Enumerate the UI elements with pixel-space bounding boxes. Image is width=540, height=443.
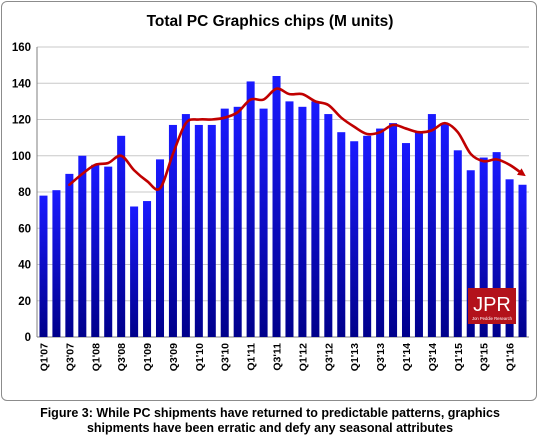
bar — [363, 135, 372, 337]
bar — [324, 114, 333, 337]
x-tick-label: Q1'11 — [246, 343, 258, 371]
x-tick-label: Q1'15 — [453, 343, 465, 371]
jpr-logo: JPR Jon Peddie Research — [468, 288, 516, 324]
caption-line-1: Figure 3: While PC shipments have return… — [40, 406, 500, 420]
bar — [194, 124, 203, 337]
x-tick-label: Q3'15 — [479, 343, 491, 371]
x-tick-label: Q1'08 — [90, 343, 102, 371]
bar — [492, 152, 501, 337]
bar — [350, 141, 359, 337]
bar — [65, 173, 74, 337]
bar — [39, 195, 48, 337]
bar — [52, 190, 61, 337]
jpr-logo-subtext: Jon Peddie Research — [472, 316, 513, 321]
bar — [130, 206, 139, 337]
x-tick-label: Q1'10 — [194, 343, 206, 371]
x-tick-label: Q3'10 — [220, 343, 232, 371]
bar — [285, 101, 294, 337]
x-tick-label: Q3'11 — [272, 343, 284, 371]
x-tick-label: Q1'07 — [38, 343, 50, 371]
caption-line-2: shipments have been erratic and defy any… — [86, 421, 454, 435]
y-tick-label: 0 — [25, 332, 31, 344]
bar — [233, 106, 242, 337]
y-tick-label: 80 — [18, 187, 31, 199]
figure-caption: Figure 3: While PC shipments have return… — [0, 406, 540, 436]
x-tick-label: Q3'07 — [64, 343, 76, 371]
y-tick-label: 160 — [12, 42, 31, 54]
bar — [414, 132, 423, 337]
bar — [246, 81, 255, 337]
bar — [168, 124, 177, 337]
bar — [337, 132, 346, 337]
y-tick-label: 100 — [12, 151, 31, 163]
x-tick-label: Q1'12 — [297, 343, 309, 371]
bar — [155, 159, 165, 337]
bar — [298, 106, 307, 337]
bar — [505, 179, 514, 337]
bar — [117, 135, 126, 337]
bar — [453, 150, 462, 337]
chart-frame: Total PC Graphics chips (M units) 0 20 40 6… — [1, 1, 537, 401]
x-tick-label: Q3'08 — [116, 343, 128, 371]
x-tick-label: Q3'13 — [375, 343, 387, 371]
bar — [440, 123, 449, 337]
chart-svg: Total PC Graphics chips (M units) 0 20 40 6… — [12, 13, 529, 371]
x-tick-label: Q1'13 — [349, 343, 361, 371]
bar — [78, 155, 87, 337]
y-tick-label: 40 — [18, 260, 31, 272]
bar — [104, 166, 113, 337]
x-tick-label: Q1'09 — [142, 343, 154, 371]
bar — [91, 164, 100, 337]
x-tick-label: Q1'14 — [401, 343, 413, 371]
bar — [479, 157, 488, 337]
bar — [143, 201, 152, 337]
trend-line — [68, 87, 526, 191]
bar — [220, 108, 229, 337]
bar — [518, 184, 527, 337]
bar — [466, 170, 475, 337]
y-tick-label: 120 — [12, 115, 31, 127]
x-tick-label: Q1'16 — [505, 343, 517, 371]
bar — [389, 123, 398, 337]
y-tick-label: 140 — [12, 78, 31, 90]
y-tick-label: 20 — [18, 296, 31, 308]
bar — [311, 101, 320, 337]
bar — [207, 124, 216, 337]
bar — [427, 114, 436, 337]
bar — [401, 143, 411, 337]
bar — [181, 114, 190, 337]
y-tick-label: 60 — [18, 223, 31, 235]
x-tick-label: Q3'14 — [427, 343, 439, 371]
bar — [259, 108, 268, 337]
jpr-logo-background — [468, 288, 516, 324]
jpr-logo-text: JPR — [473, 294, 511, 316]
chart-title: Total PC Graphics chips (M units) — [147, 13, 394, 30]
x-tick-label: Q3'12 — [323, 343, 335, 371]
bar — [272, 76, 281, 337]
bar — [376, 128, 385, 337]
x-tick-label: Q3'09 — [168, 343, 180, 371]
